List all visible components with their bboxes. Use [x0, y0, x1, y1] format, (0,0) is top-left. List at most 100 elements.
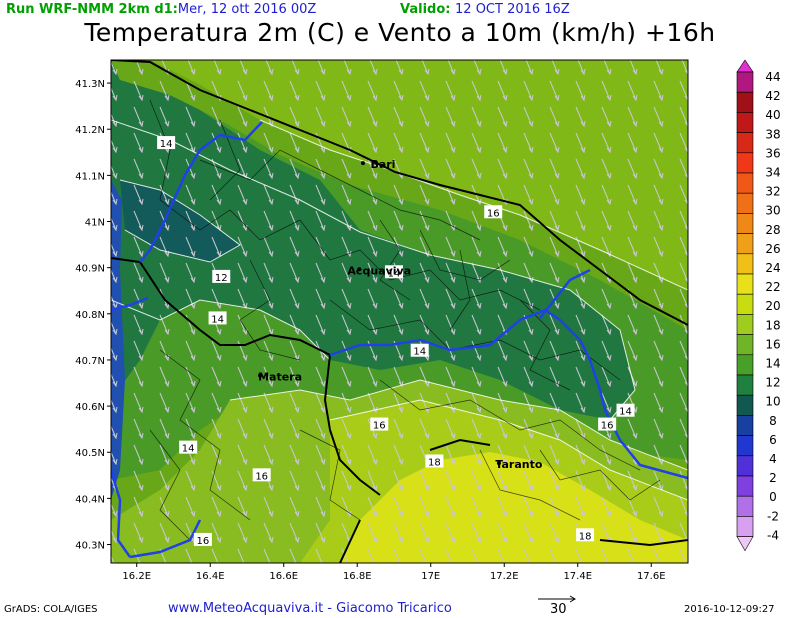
colorbar-label: 10 — [765, 395, 780, 409]
contour-label: 14 — [388, 268, 401, 279]
contour-label-box — [193, 532, 212, 546]
x-tick-label: 16.8E — [343, 571, 372, 582]
colorbar-label: 40 — [765, 108, 780, 122]
contour-label-box — [252, 468, 271, 482]
contour-label-box — [179, 440, 198, 454]
contour-label: 14 — [619, 407, 632, 418]
y-tick-label: 40.3N — [75, 541, 105, 552]
contour-label: 14 — [413, 347, 426, 358]
colorbar-swatch — [736, 455, 754, 477]
colorbar-label: 28 — [765, 223, 780, 237]
colorbar-swatch — [736, 273, 754, 295]
colorbar-swatch — [736, 314, 754, 335]
y-tick-label: 40.6N — [75, 402, 105, 413]
contour-label-box — [598, 417, 617, 431]
x-axis: 16.2E 16.4E 16.6E 16.8E 17E 17.2E 17.4E 17.6E — [122, 563, 666, 582]
colorbar-label: 30 — [765, 204, 780, 218]
city-marker — [496, 461, 501, 466]
y-tick-label: 40.9N — [75, 264, 105, 275]
colorbar-swatch — [736, 354, 754, 376]
wind-reference-vector — [538, 595, 576, 603]
contour-label: 16 — [197, 536, 210, 547]
site-credit: www.MeteoAcquaviva.it - Giacomo Tricaric… — [168, 601, 452, 616]
colorbar-swatch — [736, 112, 754, 133]
colorbar-label: 4 — [769, 452, 777, 466]
colorbar-label: 8 — [769, 414, 777, 428]
y-tick-label: 40.7N — [75, 356, 105, 367]
contour-label-box — [410, 343, 429, 357]
colorbar-swatch — [736, 152, 754, 174]
colorbar-label: 14 — [765, 357, 780, 371]
contour-labels: 14 12 14 14 14 16 16 14 16 14 16 18 16 18 — [157, 136, 635, 547]
city-labels: Bari Acquaviva Matera Taranto — [258, 158, 543, 471]
contour-label: 14 — [182, 444, 195, 455]
y-tick-label: 40.4N — [75, 494, 105, 505]
colorbar-label: 16 — [765, 337, 780, 351]
contour-label-box — [157, 136, 176, 150]
colorbar-label: 6 — [769, 433, 777, 447]
contour-label: 16 — [255, 471, 268, 482]
city-marker — [360, 161, 365, 166]
colorbar-label: 38 — [765, 127, 780, 141]
colorbar-label: 26 — [765, 242, 780, 256]
colorbar-swatch — [736, 172, 754, 194]
colorbar-swatch — [736, 293, 754, 315]
city-marker — [357, 267, 362, 272]
contour-label-box — [484, 205, 503, 219]
contour-label: 14 — [211, 314, 224, 325]
colorbar-label: 42 — [765, 89, 780, 103]
x-tick-label: 16.4E — [196, 571, 225, 582]
colorbar-bottom-arrow — [736, 536, 754, 552]
y-tick-label: 41.3N — [75, 79, 105, 90]
colorbar-swatch — [736, 475, 754, 497]
colorbar-label: 24 — [765, 261, 780, 275]
contour-label-box — [208, 311, 227, 325]
colorbar: 4442403836343230282624222018161412108642… — [736, 59, 781, 552]
colorbar-swatch — [736, 91, 754, 113]
contour-label-box — [370, 417, 389, 431]
colorbar-swatch — [736, 516, 754, 537]
colorbar-label: 32 — [765, 185, 780, 199]
colorbar-swatch — [736, 253, 754, 275]
map-title: Temperatura 2m (C) e Vento a 10m (km/h) … — [84, 18, 716, 47]
valid-date: 12 OCT 2016 16Z — [455, 2, 570, 17]
y-tick-label: 40.8N — [75, 310, 105, 321]
city-label: Bari — [370, 158, 395, 171]
colorbar-label: -4 — [767, 528, 779, 542]
city-label: Acquaviva — [347, 264, 411, 277]
contour-label: 16 — [487, 208, 500, 219]
x-tick-label: 17.4E — [563, 571, 592, 582]
colorbar-label: 34 — [765, 166, 780, 180]
y-tick-label: 40.5N — [75, 448, 105, 459]
map-frame — [110, 59, 689, 564]
contour-label-box — [212, 269, 231, 283]
colorbar-label: 44 — [765, 70, 780, 84]
colorbar-swatch — [736, 374, 754, 396]
contour-label: 18 — [428, 457, 441, 468]
colorbar-swatch — [736, 334, 754, 356]
y-axis: 41.3N 41.2N 41.1N 41N 40.9N 40.8N 40.7N 40.6N 40… — [75, 79, 111, 552]
colorbar-swatch — [736, 233, 754, 255]
temperature-field — [111, 60, 688, 563]
valid-label: Valido: — [400, 2, 451, 17]
colorbar-label: 18 — [765, 318, 780, 332]
colorbar-swatch — [736, 495, 754, 517]
run-header: Run WRF-NMM 2km d1:Mer, 12 ott 2016 00Z — [6, 2, 316, 17]
contour-label: 18 — [579, 531, 592, 542]
colorbar-swatch — [736, 415, 754, 436]
contour-label: 16 — [373, 421, 386, 432]
x-tick-label: 17.2E — [490, 571, 519, 582]
x-tick-label: 16.2E — [122, 571, 151, 582]
valid-header: Valido: 12 OCT 2016 16Z — [400, 2, 570, 17]
city-label: Matera — [258, 370, 302, 383]
run-date: Mer, 12 ott 2016 00Z — [177, 2, 317, 17]
colorbar-label: -2 — [767, 509, 779, 523]
colorbar-swatch — [736, 435, 754, 457]
timestamp: 2016-10-12-09:27 — [684, 604, 775, 615]
city-label: Taranto — [495, 458, 542, 471]
colorbar-label: 12 — [765, 376, 780, 390]
contour-label-box — [576, 528, 595, 542]
colorbar-swatch — [736, 394, 754, 416]
colorbar-label: 22 — [765, 280, 780, 294]
